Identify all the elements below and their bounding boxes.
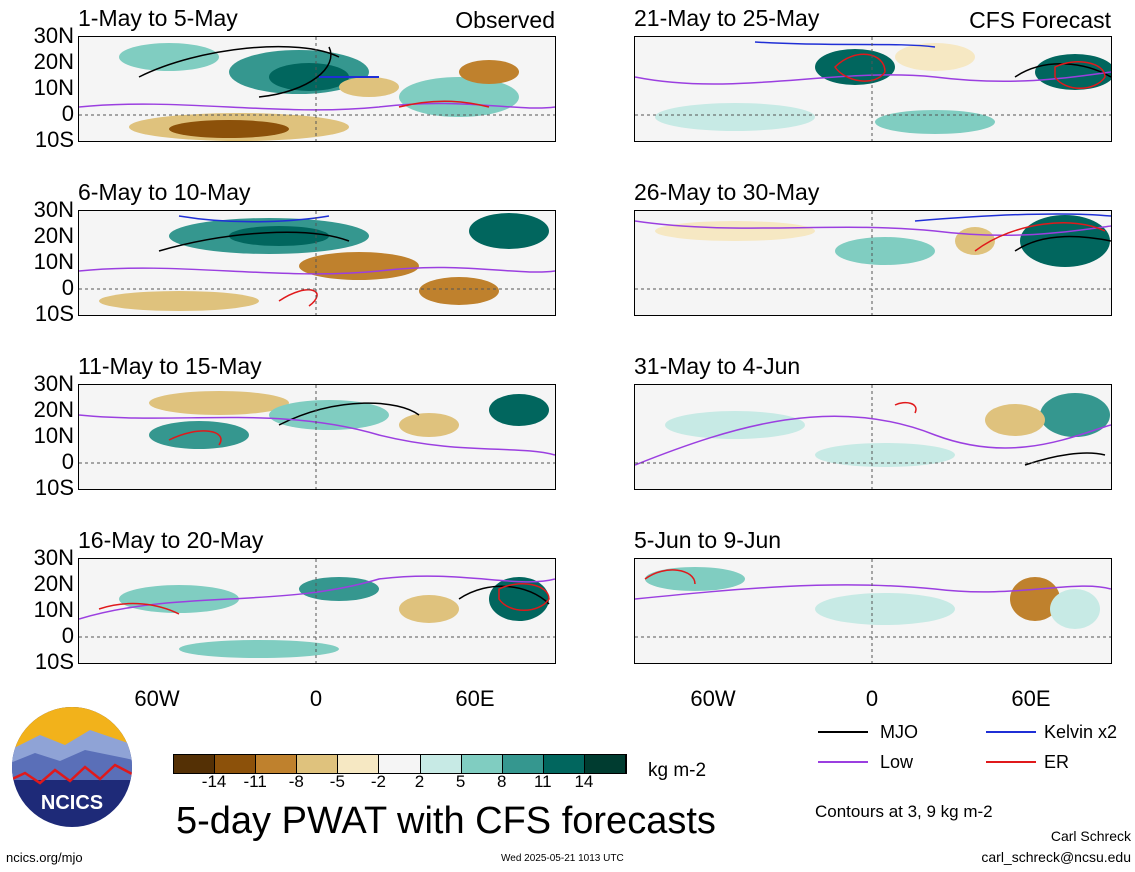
lon-label-0-right: 0 [865,686,879,711]
lat-label: 20N [33,223,74,248]
colorbar-cell [461,755,503,773]
legend-kelvin: Kelvin x2 [1044,722,1118,742]
footer-url: ncics.org/mjo [6,850,83,865]
lat-label: 30N [33,545,74,570]
lat-label: 10S [34,649,74,674]
colorbar [173,754,627,774]
lat-label: 10S [34,301,74,326]
lat-label: 0 [61,101,74,126]
footer-author: Carl Schreck [1050,828,1131,844]
legend-mjo: MJO [880,722,918,742]
colorbar-tick: -2 [370,772,387,791]
lat-label: 10N [33,249,74,274]
low-line-swatch [818,761,868,763]
colorbar-tick: 8 [496,772,507,791]
mjo-line-swatch [818,731,868,733]
colorbar-cell [338,755,380,773]
colorbar-cell [584,755,627,773]
map-panel-fcst-1 [634,36,1112,142]
logo-text: NCICS [41,792,103,814]
colorbar-tick: 11 [533,772,552,791]
lat-label: 10N [33,75,74,100]
lon-label-60e-right: 60E [1011,686,1051,711]
observed-label: Observed [455,7,555,33]
er-line-swatch [986,761,1036,763]
map-panel-obs-3 [78,384,556,490]
map-panel-fcst-3 [634,384,1112,490]
panel-title-obs-2: 6-May to 10-May [78,179,251,205]
colorbar-cell [420,755,462,773]
colorbar-tick: 14 [574,772,594,791]
lat-label: 10S [34,127,74,152]
lat-label: 30N [33,197,74,222]
map-panel-fcst-2 [634,210,1112,316]
main-title: 5-day PWAT with CFS forecasts [176,800,716,842]
colorbar-tick: -14 [201,772,227,791]
panel-title-obs-4: 16-May to 20-May [78,527,264,553]
map-panel-obs-4 [78,558,556,664]
lon-label-0-left: 0 [309,686,323,711]
colorbar-cell [543,755,585,773]
contours-note: Contours at 3, 9 kg m-2 [815,802,993,821]
colorbar-tick: 2 [414,772,425,791]
panel-title-fcst-1: 21-May to 25-May [634,5,820,31]
footer-email: carl_schreck@ncsu.edu [981,849,1131,865]
map-panel-fcst-4 [634,558,1112,664]
panel-title-obs-3: 11-May to 15-May [78,353,262,379]
colorbar-cell [174,755,216,773]
colorbar-cell [297,755,339,773]
lat-label: 30N [33,371,74,396]
colorbar-tick: -8 [288,772,304,791]
lat-label: 10S [34,475,74,500]
lat-label: 20N [33,49,74,74]
panel-title-fcst-3: 31-May to 4-Jun [634,353,801,379]
lat-label: 0 [61,449,74,474]
colorbar-cell [256,755,298,773]
lon-label-60e-left: 60E [455,686,495,711]
contour-legend: MJO Kelvin x2 Low ER [818,722,1118,782]
colorbar-cell [502,755,544,773]
map-panel-obs-1 [78,36,556,142]
panel-title-obs-1: 1-May to 5-May [78,5,238,31]
colorbar-cell [215,755,257,773]
lon-label-60w-right: 60W [690,686,736,711]
colorbar-unit: kg m-2 [648,760,707,781]
ncics-logo: NCICS [10,705,134,829]
legend-low: Low [880,752,914,772]
colorbar-tick: 5 [455,772,466,791]
lat-label: 0 [61,275,74,300]
cfs-forecast-label: CFS Forecast [969,7,1111,33]
legend-er: ER [1044,752,1070,772]
map-panel-obs-2 [78,210,556,316]
ncics-logo-graphic: NCICS [12,707,132,827]
lat-label: 20N [33,397,74,422]
colorbar-tick: -11 [243,772,267,791]
lat-label: 10N [33,423,74,448]
kelvin-line-swatch [986,731,1036,733]
panel-title-fcst-4: 5-Jun to 9-Jun [634,527,782,553]
colorbar-cell [379,755,421,773]
footer-timestamp: Wed 2025-05-21 1013 UTC [501,853,624,864]
colorbar-tick: -5 [329,772,345,791]
lat-label: 30N [33,23,74,48]
lat-label: 20N [33,571,74,596]
lat-label: 10N [33,597,74,622]
panel-title-fcst-2: 26-May to 30-May [634,179,820,205]
lat-label: 0 [61,623,74,648]
lon-label-60w-left: 60W [134,686,180,711]
